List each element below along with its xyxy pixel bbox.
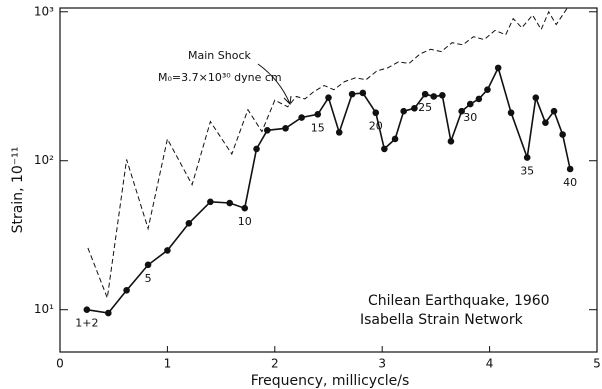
data-point [144,261,152,269]
series-line [86,65,571,314]
data-point [532,94,540,101]
data-point [400,107,407,115]
data-point [207,198,214,206]
data-point [359,89,367,97]
arrow-head [283,95,292,106]
series-line [87,8,568,300]
data-point [484,86,491,93]
y-tick-label: 10¹ [34,302,54,316]
x-tick-label: 2 [271,357,279,371]
data-point [466,100,474,108]
annotation: Isabella Strain Network [360,312,524,328]
point-label: 10 [238,215,252,228]
data-point [83,306,91,313]
data-point [335,129,343,136]
data-point [263,127,271,134]
data-point [542,119,549,127]
point-label: 20 [369,120,383,133]
x-tick-label: 0 [56,357,64,371]
data-point [458,107,465,115]
data-point [559,131,566,138]
data-point [475,95,483,103]
annotation: M₀=3.7×10³⁰ dyne cm [158,71,282,84]
data-point [381,145,388,153]
x-tick-label: 4 [486,357,494,371]
point-label: 40 [563,176,577,189]
data-point [185,220,193,227]
x-axis-label: Frequency, millicycle/s [251,373,410,389]
annotation: Chilean Earthquake, 1960 [368,293,550,309]
point-label: 1+2 [75,317,98,330]
x-tick-label: 5 [593,357,601,371]
data-point [494,64,502,72]
data-point [439,91,446,99]
data-point [164,247,171,254]
point-label: 15 [311,121,325,134]
x-tick-label: 1 [164,357,172,371]
data-point [226,199,233,207]
x-tick-label: 3 [378,357,386,371]
y-axis-label: Strain, 10⁻¹¹ [10,147,26,234]
data-point [241,204,249,212]
data-point [253,145,260,153]
annotation-arrow [257,63,291,105]
data-point [507,109,515,117]
data-point [325,94,332,101]
plot-frame [59,7,598,353]
data-point [430,93,438,100]
data-point [411,104,418,112]
y-tick-label: 10² [34,153,54,167]
data-point [123,286,130,294]
data-point [298,114,305,121]
data-point [105,309,112,317]
point-label: 5 [145,272,152,285]
data-point [566,165,574,173]
data-point [447,138,455,145]
data-point [523,154,531,161]
data-point [348,90,356,98]
data-point [391,135,399,143]
y-tick-label: 10³ [34,4,54,18]
data-point [421,90,429,98]
data-point [550,107,558,115]
point-label: 35 [520,165,534,178]
data-point [314,110,322,118]
data-point [282,125,289,132]
annotation: Main Shock [188,49,251,62]
point-label: 25 [418,101,432,114]
point-label: 30 [463,111,477,124]
data-point [372,109,380,117]
